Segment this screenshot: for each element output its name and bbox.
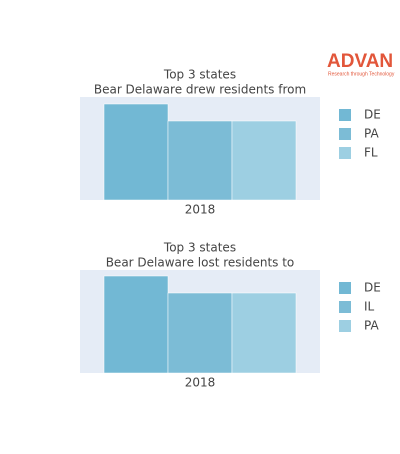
legend-swatch [339,320,351,332]
x-tick-label: 2018 [185,203,216,217]
chart-title: Top 3 states [163,68,236,82]
legend-swatch [339,128,351,140]
bar [103,275,169,374]
chart-title: Top 3 states [163,241,236,255]
legend-swatch [339,147,351,159]
legend-label: PA [364,319,379,333]
logo-tagline: Research through Technology [328,71,395,77]
legend-label: PA [364,127,379,141]
bar [167,120,233,201]
bar [103,103,169,201]
bar [231,292,297,374]
bar [167,292,233,374]
chart-subtitle: Bear Delaware lost residents to [106,256,295,270]
legend-swatch [339,282,351,294]
chart-subtitle: Bear Delaware drew residents from [94,83,306,97]
legend-swatch [339,301,351,313]
legend-label: FL [364,146,378,160]
logo: ADVAN [327,51,393,72]
legend-label: DE [364,281,381,295]
legend-swatch [339,109,351,121]
bar [231,120,297,201]
legend-label: IL [364,300,375,314]
x-tick-label: 2018 [185,376,216,390]
legend-label: DE [364,108,381,122]
